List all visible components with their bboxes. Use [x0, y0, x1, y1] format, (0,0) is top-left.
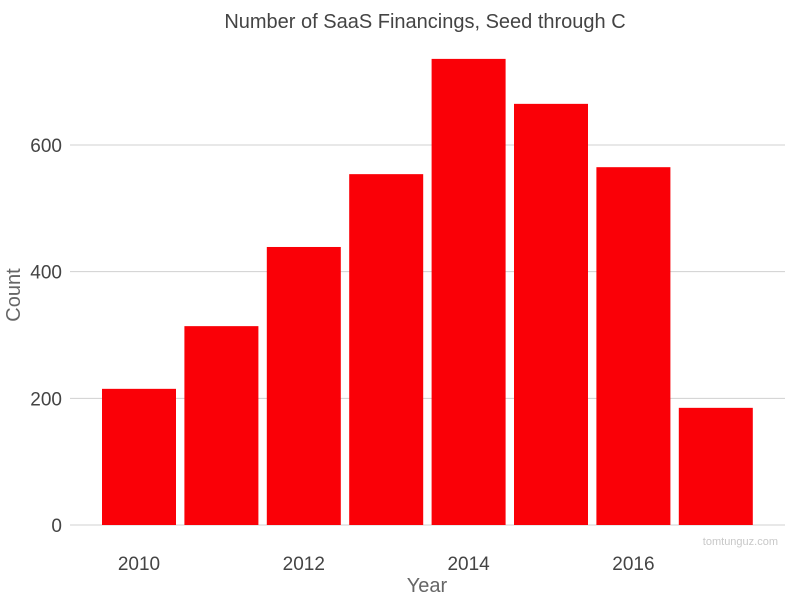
- y-axis-label: Count: [3, 268, 25, 322]
- y-tick-label: 0: [51, 516, 62, 537]
- bar-2011: [184, 326, 259, 525]
- x-tick-label: 2016: [612, 554, 654, 575]
- watermark: tomtunguz.com: [703, 536, 778, 548]
- x-axis-label: Year: [407, 575, 448, 597]
- bar-2016: [596, 167, 671, 526]
- y-tick-label: 400: [30, 263, 62, 284]
- y-tick-label: 600: [30, 136, 62, 157]
- x-tick-label: 2012: [283, 554, 325, 575]
- y-tick-label: 200: [30, 389, 62, 410]
- chart-title: Number of SaaS Financings, Seed through …: [224, 11, 625, 33]
- x-tick-label: 2010: [118, 554, 160, 575]
- bar-2014: [431, 58, 506, 525]
- bar-2015: [514, 103, 588, 525]
- bar-2013: [349, 174, 424, 525]
- x-tick-label: 2014: [447, 554, 490, 575]
- bar-2017: [678, 407, 753, 525]
- bar-2010: [102, 388, 176, 525]
- bar-2012: [266, 246, 341, 525]
